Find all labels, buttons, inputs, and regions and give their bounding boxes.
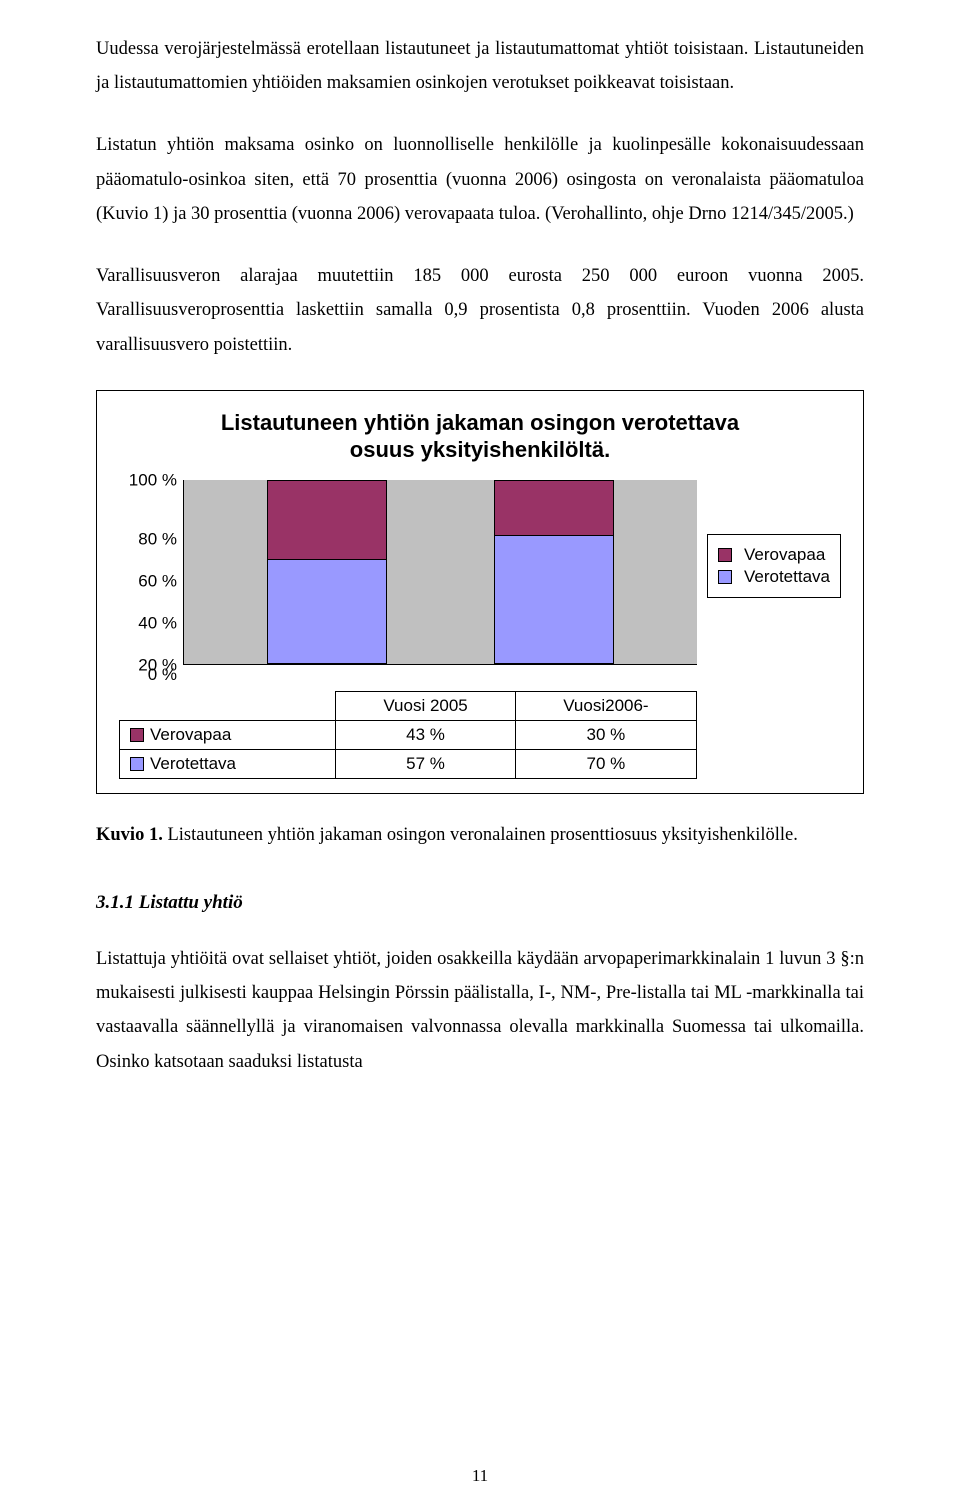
page-number: 11 [0, 1466, 960, 1486]
caption-text: Listautuneen yhtiön jakaman osingon vero… [163, 825, 798, 845]
y-axis: 100 % 80 % 60 % 40 % 20 % [119, 480, 183, 665]
bar-verotettava-2006 [494, 535, 614, 664]
chart-plot-and-table: 100 % 80 % 60 % 40 % 20 % [119, 480, 697, 779]
chart-title-line2: osuus yksityishenkilöltä. [350, 437, 610, 462]
legend: Verovapaa Verotettava [707, 534, 841, 598]
y-tick: 40 % [119, 614, 177, 631]
cell: 70 % [515, 749, 696, 778]
row-header-verotettava: Verotettava [120, 749, 336, 778]
bar-group-2005 [267, 480, 387, 664]
section-heading: 3.1.1 Listattu yhtiö [96, 892, 864, 914]
bar-verovapaa-2005 [267, 480, 387, 559]
table-row: Verotettava 57 % 70 % [120, 749, 697, 778]
chart-container: Listautuneen yhtiön jakaman osingon vero… [96, 390, 864, 794]
legend-item-verotettava: Verotettava [718, 567, 830, 587]
table-row: Vuosi 2005 Vuosi2006- [120, 691, 697, 720]
cell: 43 % [336, 720, 516, 749]
bar-group-2006 [494, 480, 614, 664]
y-tick: 80 % [119, 530, 177, 547]
y-tick: 100 % [119, 471, 177, 488]
swatch-legend-verovapaa [718, 548, 732, 562]
chart-data-table: Vuosi 2005 Vuosi2006- Verovapaa 43 % 30 … [119, 691, 697, 779]
y-tick: 20 % [119, 656, 177, 673]
row-label: Verotettava [150, 754, 236, 773]
legend-label: Verovapaa [744, 545, 825, 565]
row-header-verovapaa: Verovapaa [120, 720, 336, 749]
swatch-legend-verotettava [718, 570, 732, 584]
cell: 57 % [336, 749, 516, 778]
paragraph-4: Listattuja yhtiöitä ovat sellaiset yhtiö… [96, 942, 864, 1079]
swatch-verotettava [130, 757, 144, 771]
col-header-2005: Vuosi 2005 [336, 691, 516, 720]
plot-area [183, 480, 697, 665]
paragraph-1: Uudessa verojärjestelmässä erotellaan li… [96, 32, 864, 100]
col-header-2006: Vuosi2006- [515, 691, 696, 720]
cell: 30 % [515, 720, 696, 749]
bar-verotettava-2005 [267, 559, 387, 664]
chart-title: Listautuneen yhtiön jakaman osingon vero… [119, 409, 841, 464]
paragraph-2: Listatun yhtiön maksama osinko on luonno… [96, 128, 864, 231]
figure-caption: Kuvio 1. Listautuneen yhtiön jakaman osi… [96, 818, 864, 852]
y-tick: 60 % [119, 572, 177, 589]
row-label: Verovapaa [150, 725, 231, 744]
legend-item-verovapaa: Verovapaa [718, 545, 830, 565]
table-row: Verovapaa 43 % 30 % [120, 720, 697, 749]
chart-title-line1: Listautuneen yhtiön jakaman osingon vero… [221, 410, 739, 435]
legend-label: Verotettava [744, 567, 830, 587]
bar-verovapaa-2006 [494, 480, 614, 535]
swatch-verovapaa [130, 728, 144, 742]
paragraph-3: Varallisuusveron alarajaa muutettiin 185… [96, 259, 864, 362]
caption-label: Kuvio 1. [96, 825, 163, 845]
